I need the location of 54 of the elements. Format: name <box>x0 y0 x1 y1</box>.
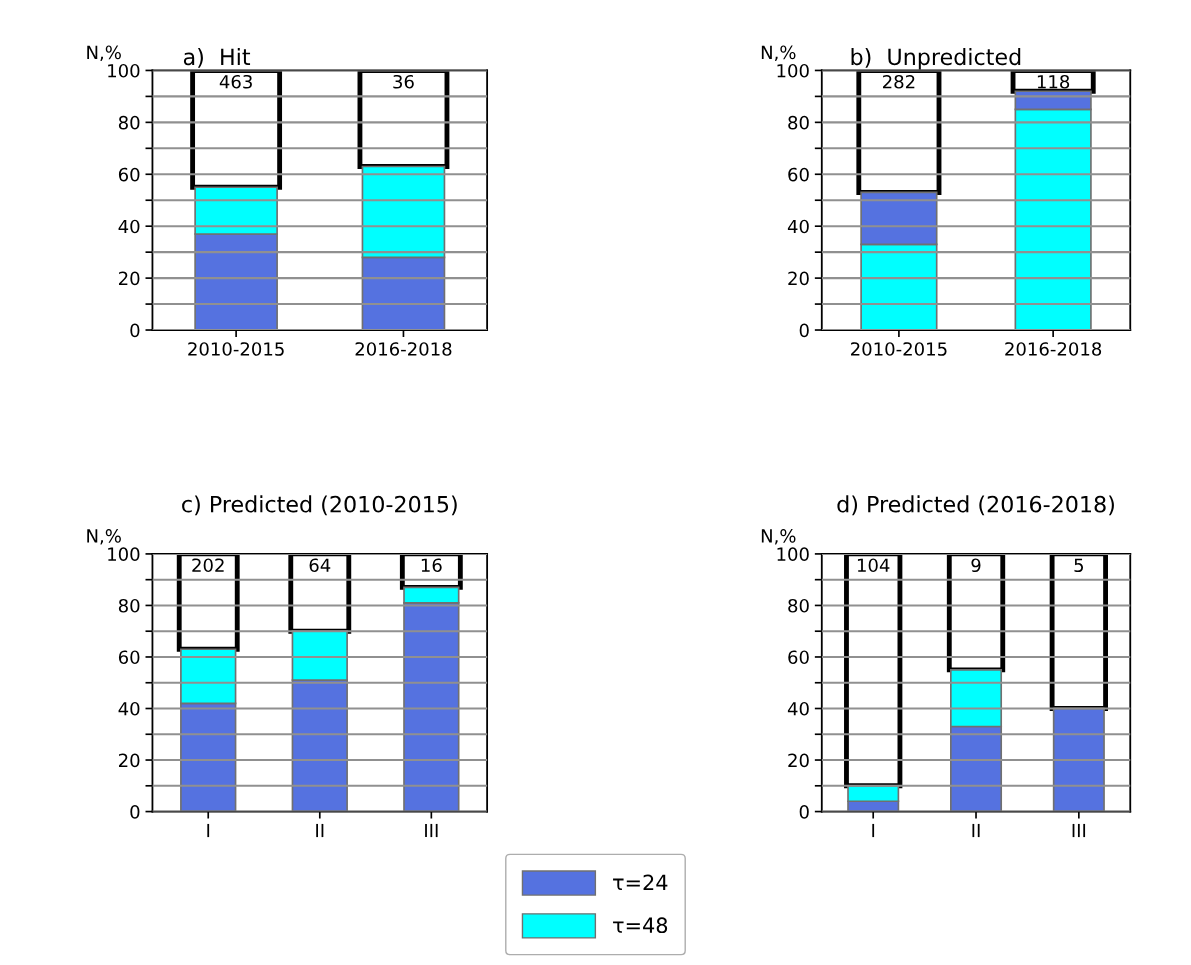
y-tick-label: 40 <box>118 219 140 234</box>
x-tick-label: III <box>1072 823 1086 838</box>
y-tick-label: 20 <box>118 753 140 768</box>
y-tick-label: 20 <box>118 271 140 286</box>
y-tick-label: 100 <box>108 547 140 562</box>
y-tick-label: 60 <box>788 650 809 665</box>
annotation: 16 <box>421 558 442 573</box>
legend-label: τ=24 <box>613 874 668 890</box>
annotation: 36 <box>393 74 414 89</box>
y-tick-label: 60 <box>118 167 140 182</box>
x-tick-label: I <box>207 823 210 838</box>
y-tick-label: 0 <box>799 323 809 338</box>
y-tick-label: 60 <box>788 167 809 182</box>
y-tick-label: 0 <box>799 805 809 819</box>
annotation: 282 <box>883 74 915 89</box>
y-axis-title: N,% <box>761 529 796 545</box>
y-axis-title: N,% <box>87 529 121 545</box>
x-tick-label: II <box>316 823 324 838</box>
y-tick-label: 100 <box>108 63 140 78</box>
annotation: 5 <box>1074 558 1084 573</box>
x-tick-label: 2010-2015 <box>851 342 947 356</box>
y-tick-label: 100 <box>777 63 809 78</box>
annotation: 64 <box>309 558 331 573</box>
chart-title: a) Hit <box>183 48 251 68</box>
chart-title: c) Predicted (2010-2015) <box>182 495 457 516</box>
annotation: 104 <box>857 558 890 573</box>
x-tick-label: III <box>425 823 438 838</box>
annotation: 9 <box>971 558 981 573</box>
y-tick-label: 80 <box>788 598 809 613</box>
x-tick-label: 2010-2015 <box>188 342 284 356</box>
y-axis-title: N,% <box>761 45 796 61</box>
y-tick-label: 80 <box>118 598 140 613</box>
annotation: 118 <box>1037 74 1070 89</box>
y-tick-label: 80 <box>118 115 140 130</box>
y-tick-label: 40 <box>787 219 809 234</box>
x-tick-label: II <box>972 823 980 838</box>
x-tick-label: I <box>872 823 875 838</box>
x-tick-label: 2016-2018 <box>355 342 452 356</box>
y-axis-title: N,% <box>87 45 121 61</box>
y-tick-label: 20 <box>788 753 809 768</box>
y-tick-label: 0 <box>130 805 140 819</box>
legend-label: τ=48 <box>613 917 668 934</box>
y-tick-label: 40 <box>787 701 809 716</box>
y-tick-label: 0 <box>130 323 140 338</box>
y-tick-label: 20 <box>788 271 809 286</box>
chart-title: d) Predicted (2016-2018) <box>837 495 1114 516</box>
x-tick-label: 2016-2018 <box>1005 342 1102 356</box>
y-tick-label: 100 <box>777 547 809 562</box>
y-tick-label: 40 <box>118 701 140 716</box>
annotation: 202 <box>192 558 224 573</box>
y-tick-label: 80 <box>788 115 809 130</box>
chart-title: b) Unpredicted <box>851 48 1021 70</box>
y-tick-label: 60 <box>118 650 140 665</box>
annotation: 463 <box>219 74 252 89</box>
